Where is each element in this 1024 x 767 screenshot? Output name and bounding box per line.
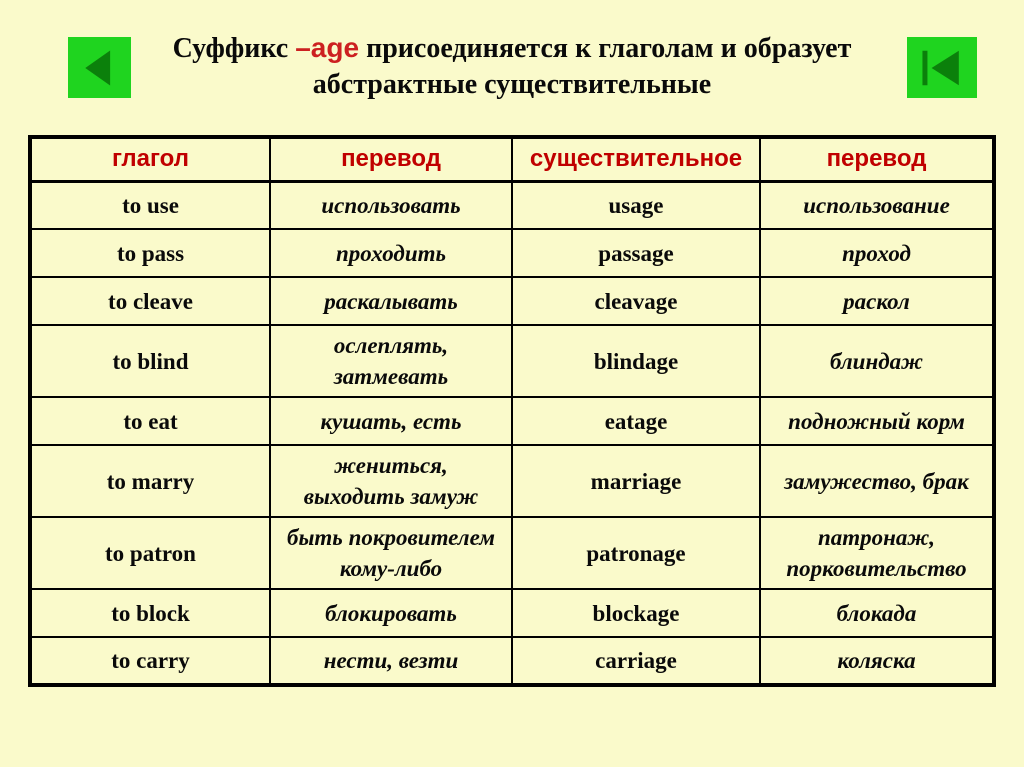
verb-translation-cell: проходить <box>269 228 513 278</box>
verb-cell: to eat <box>29 396 271 446</box>
noun-cell: marriage <box>511 444 761 518</box>
table-header-row: глагол перевод существительное перевод <box>29 136 995 183</box>
verb-cell: to pass <box>29 228 271 278</box>
skip-to-start-icon <box>917 45 967 91</box>
table-row: to marry жениться, выходить замуж marriage… <box>29 444 995 518</box>
verb-translation-cell: жениться, выходить замуж <box>269 444 513 518</box>
noun-translation-cell: замужество, брак <box>759 444 995 518</box>
noun-translation-cell: коляска <box>759 636 995 686</box>
noun-cell: cleavage <box>511 276 761 326</box>
verb-translation-cell: ослеплять, затмевать <box>269 324 513 398</box>
table-row: to carry нести, везти carriage коляска <box>29 636 995 686</box>
column-header-verb: глагол <box>29 136 271 183</box>
table-row: to block блокировать blockage блокада <box>29 588 995 638</box>
column-header-noun-translation: перевод <box>759 136 995 183</box>
noun-translation-cell: использование <box>759 180 995 230</box>
verb-translation-cell: блокировать <box>269 588 513 638</box>
table-body: to use использовать usage использование to p… <box>29 180 995 686</box>
noun-translation-cell: блокада <box>759 588 995 638</box>
table-row: to eat кушать, есть eatage подножный корм <box>29 396 995 446</box>
noun-translation-cell: патронаж, порковительство <box>759 516 995 590</box>
noun-cell: passage <box>511 228 761 278</box>
verb-translation-cell: использовать <box>269 180 513 230</box>
slide-title-prefix: Суффикс <box>172 33 296 64</box>
noun-cell: carriage <box>511 636 761 686</box>
table-row: to cleave раскалывать cleavage раскол <box>29 276 995 326</box>
verb-translation-cell: нести, везти <box>269 636 513 686</box>
noun-cell: blindage <box>511 324 761 398</box>
first-slide-button[interactable] <box>907 37 977 98</box>
noun-translation-cell: подножный корм <box>759 396 995 446</box>
verb-cell: to blind <box>29 324 271 398</box>
noun-translation-cell: раскол <box>759 276 995 326</box>
column-header-noun: существительное <box>511 136 761 183</box>
slide-title: Суффикс –age присоединяется к глаголам и… <box>0 30 1024 103</box>
previous-slide-button[interactable] <box>68 37 131 98</box>
verb-translation-cell: быть покровителем кому-либо <box>269 516 513 590</box>
slide-title-rest: присоединяется к глаголам и образует абс… <box>312 33 852 100</box>
verb-cell: to block <box>29 588 271 638</box>
noun-translation-cell: проход <box>759 228 995 278</box>
noun-cell: eatage <box>511 396 761 446</box>
verb-cell: to cleave <box>29 276 271 326</box>
noun-cell: blockage <box>511 588 761 638</box>
previous-triangle-icon <box>77 45 123 91</box>
noun-cell: patronage <box>511 516 761 590</box>
suffix-age-highlight: –age <box>295 32 360 63</box>
noun-cell: usage <box>511 180 761 230</box>
column-header-verb-translation: перевод <box>269 136 513 183</box>
verb-translation-cell: кушать, есть <box>269 396 513 446</box>
table-row: to blind ослеплять, затмевать blindage блин… <box>29 324 995 398</box>
verb-cell: to carry <box>29 636 271 686</box>
verb-cell: to use <box>29 180 271 230</box>
verb-cell: to marry <box>29 444 271 518</box>
vocabulary-table: глагол перевод существительное перевод t… <box>28 135 996 687</box>
verb-translation-cell: раскалывать <box>269 276 513 326</box>
table-row: to patron быть покровителем кому-либо patr… <box>29 516 995 590</box>
noun-translation-cell: блиндаж <box>759 324 995 398</box>
table-row: to use использовать usage использование <box>29 180 995 230</box>
table-row: to pass проходить passage проход <box>29 228 995 278</box>
verb-cell: to patron <box>29 516 271 590</box>
